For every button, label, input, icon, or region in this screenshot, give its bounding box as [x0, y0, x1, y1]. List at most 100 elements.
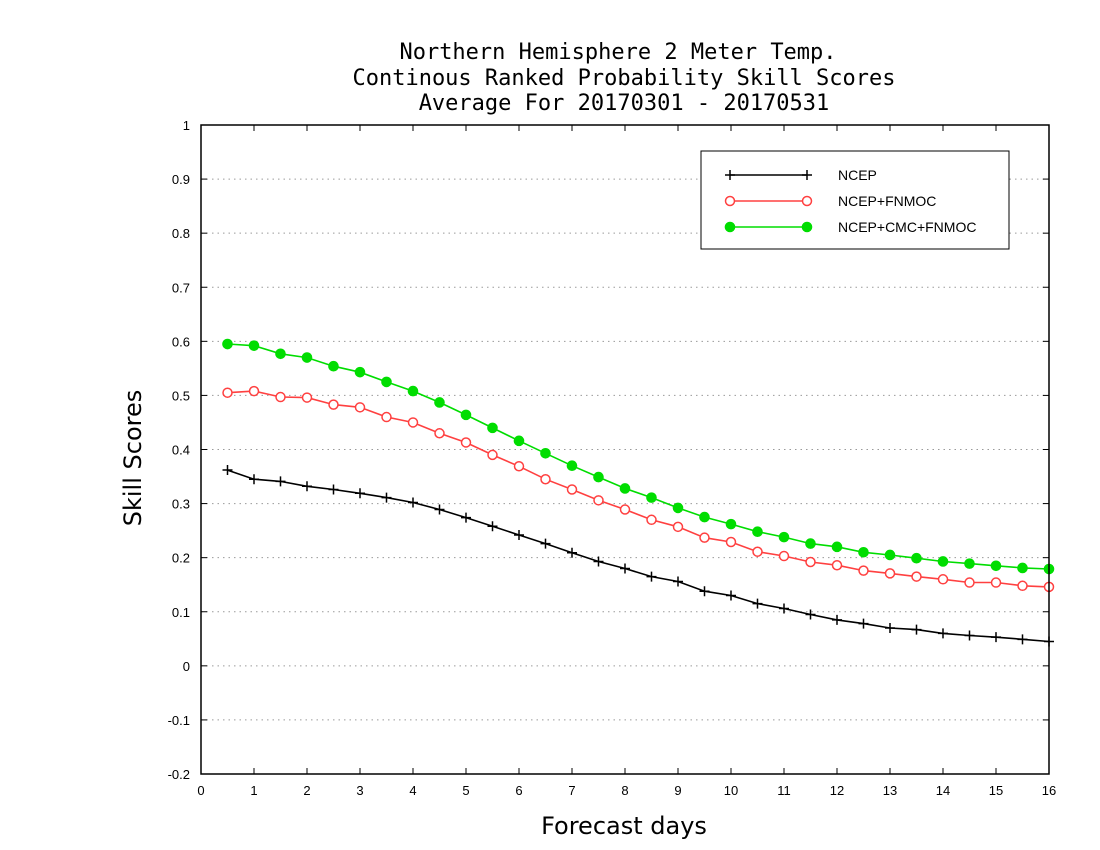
data-point-ncep — [328, 484, 339, 495]
y-tick-label: 1 — [183, 118, 190, 133]
data-point-ncep — [593, 556, 604, 567]
data-point-ncep — [408, 497, 418, 508]
data-point-ncep — [381, 492, 392, 503]
y-tick-label: 0.8 — [172, 226, 190, 241]
data-point-ncep-fnmoc — [964, 577, 975, 588]
data-point-ncep-cmc-fnmoc — [646, 492, 657, 503]
chart-title-line-1: Northern Hemisphere 2 Meter Temp. — [399, 40, 836, 65]
x-tick-label: 11 — [777, 783, 791, 798]
data-point-ncep-fnmoc — [699, 532, 710, 543]
data-point-ncep — [832, 614, 842, 625]
y-tick-label: 0 — [183, 659, 190, 674]
data-point-ncep-fnmoc — [646, 514, 657, 526]
x-tick-label: 12 — [830, 783, 844, 798]
y-tick-label: -0.2 — [168, 767, 190, 782]
data-point-ncep-cmc-fnmoc — [487, 422, 498, 434]
legend-box — [700, 150, 1010, 250]
legend-marker-ncep — [802, 170, 812, 180]
data-point-ncep-fnmoc — [540, 473, 551, 485]
data-point-ncep-fnmoc — [778, 550, 790, 562]
data-point-ncep — [567, 547, 577, 558]
data-point-ncep — [1017, 634, 1028, 645]
data-point-ncep-cmc-fnmoc — [566, 460, 578, 472]
data-point-ncep-cmc-fnmoc — [858, 546, 869, 558]
legend-marker-ncep-cmc-fnmoc — [724, 221, 736, 233]
axis-ticks: -0.2-0.100.10.20.30.40.50.60.70.80.910 1 2… — [168, 118, 1057, 798]
data-point-ncep — [355, 488, 365, 499]
data-point-ncep-cmc-fnmoc — [381, 376, 392, 388]
data-point-ncep-cmc-fnmoc — [831, 541, 843, 553]
data-point-ncep-cmc-fnmoc — [937, 556, 949, 567]
legend-label-ncep: NCEP — [838, 167, 877, 183]
data-point-ncep-cmc-fnmoc — [619, 483, 631, 494]
data-point-ncep-fnmoc — [301, 392, 313, 403]
data-point-ncep — [514, 529, 524, 540]
data-point-ncep-cmc-fnmoc — [275, 348, 286, 360]
y-tick-label: 0.6 — [172, 334, 190, 349]
data-point-ncep-fnmoc — [434, 428, 445, 439]
x-tick-label: 6 — [515, 783, 522, 798]
series-line-ncep — [227, 469, 1050, 643]
data-point-ncep-cmc-fnmoc — [725, 518, 737, 530]
legend-marker-ncep-fnmoc — [801, 195, 813, 207]
data-point-ncep-cmc-fnmoc — [911, 552, 922, 564]
data-point-ncep-fnmoc — [328, 399, 339, 410]
data-point-ncep-cmc-fnmoc — [593, 471, 604, 483]
data-point-ncep-fnmoc — [937, 574, 949, 585]
x-tick-label: 7 — [568, 783, 575, 798]
data-point-ncep-cmc-fnmoc — [407, 385, 419, 397]
data-point-ncep-cmc-fnmoc — [672, 502, 684, 514]
data-point-ncep — [275, 476, 286, 487]
legend-label-ncep-cmc-fnmoc: NCEP+CMC+FNMOC — [838, 219, 976, 235]
x-tick-label: 5 — [462, 783, 469, 798]
data-point-ncep-cmc-fnmoc — [354, 366, 366, 378]
data-point-ncep-fnmoc — [725, 536, 737, 548]
x-tick-label: 0 — [197, 783, 204, 798]
x-axis-label: Forecast days — [541, 812, 707, 840]
data-point-ncep-cmc-fnmoc — [752, 526, 763, 538]
data-point-ncep — [249, 474, 259, 485]
x-tick-label: 13 — [883, 783, 897, 798]
data-point-ncep-cmc-fnmoc — [540, 447, 551, 459]
data-point-ncep — [911, 624, 922, 635]
data-point-ncep-fnmoc — [858, 565, 869, 576]
data-point-ncep-cmc-fnmoc — [990, 560, 1002, 572]
data-point-ncep-fnmoc — [990, 577, 1002, 588]
data-point-ncep-fnmoc — [487, 449, 498, 461]
data-point-ncep-fnmoc — [407, 417, 419, 428]
data-point-ncep-fnmoc — [1017, 580, 1028, 592]
data-point-ncep — [779, 603, 789, 614]
data-point-ncep — [752, 598, 763, 609]
data-point-ncep-fnmoc — [884, 568, 896, 579]
y-tick-label: 0.1 — [172, 605, 190, 620]
data-point-ncep-fnmoc — [593, 495, 604, 506]
data-point-ncep-cmc-fnmoc — [434, 397, 445, 408]
data-point-ncep-fnmoc — [831, 559, 843, 571]
gridlines — [201, 178, 1049, 721]
y-tick-label: 0.9 — [172, 172, 190, 187]
data-point-ncep — [885, 622, 895, 633]
chart-title: Northern Hemisphere 2 Meter Temp. Contin… — [352, 40, 895, 116]
y-tick-label: -0.1 — [168, 713, 190, 728]
data-point-ncep-cmc-fnmoc — [778, 531, 790, 543]
data-point-ncep-cmc-fnmoc — [301, 352, 313, 363]
data-point-ncep — [302, 481, 312, 492]
data-point-ncep — [858, 618, 869, 629]
data-point-ncep-fnmoc — [275, 391, 286, 403]
data-point-ncep — [673, 576, 683, 587]
data-point-ncep — [938, 628, 948, 639]
data-point-ncep-fnmoc — [460, 437, 472, 448]
x-tick-label: 16 — [1042, 783, 1056, 798]
y-tick-label: 0.4 — [172, 443, 190, 458]
data-point-ncep-cmc-fnmoc — [805, 538, 816, 549]
series-ncep-cmc-fnmoc — [222, 338, 1055, 575]
series-group — [222, 338, 1055, 647]
data-point-ncep — [646, 571, 657, 582]
y-tick-label: 0.2 — [172, 551, 190, 566]
data-point-ncep-cmc-fnmoc — [1017, 562, 1028, 574]
data-point-ncep-fnmoc — [911, 571, 922, 582]
legend-marker-ncep — [725, 170, 735, 180]
data-point-ncep — [805, 609, 816, 620]
y-tick-label: 0.5 — [172, 388, 190, 403]
data-point-ncep-cmc-fnmoc — [248, 340, 260, 351]
